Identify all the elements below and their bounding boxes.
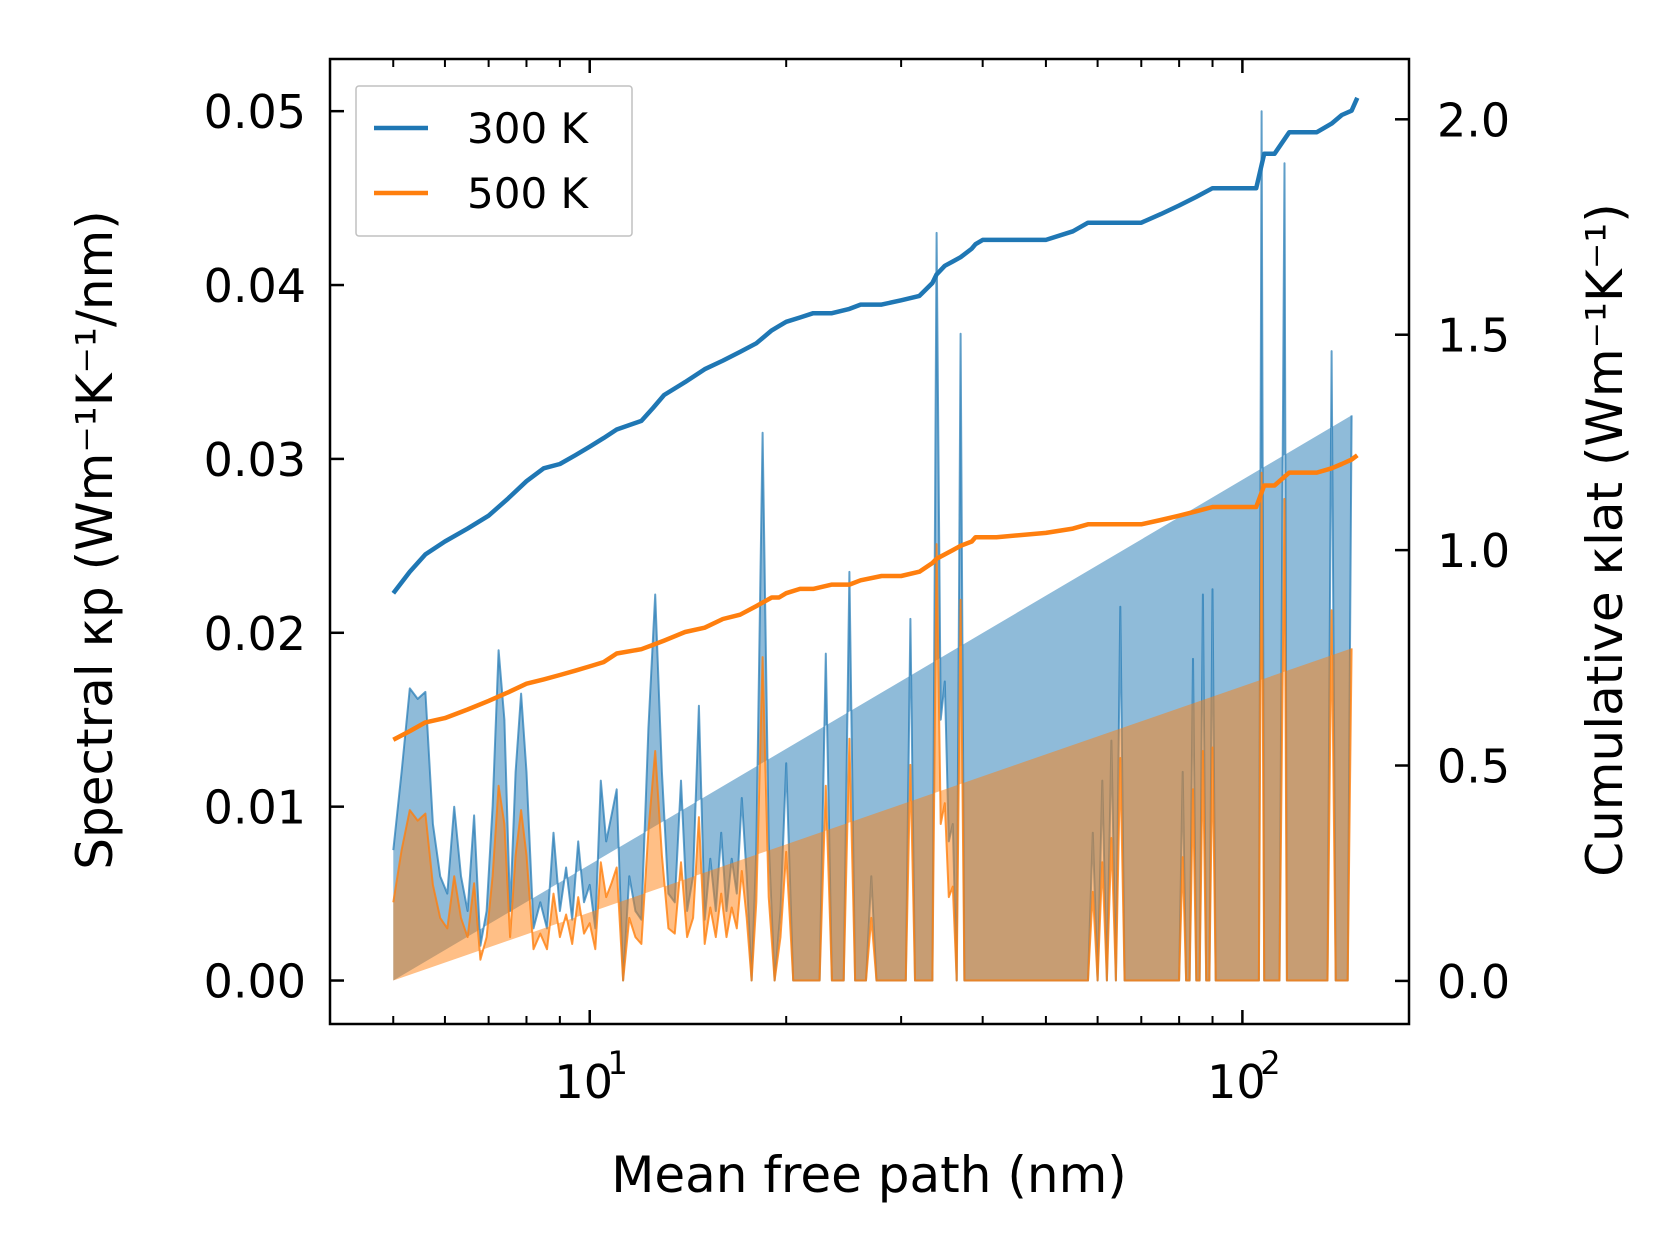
y-right-tick-label: 1.5 (1437, 309, 1510, 363)
cumulative-500k-line (392, 453, 1359, 742)
y-left-tick-label: 0.03 (204, 433, 306, 487)
axis-ticks: 0.00 0.01 0.02 0.03 0.04 0.05 0.0 0.5 1.0 1.5 2.0 1… (204, 59, 1510, 1109)
y-left-axis-label: Spectral κp (Wm⁻¹K⁻¹/nm) (66, 210, 124, 869)
y-left-tick-label: 0.00 (204, 955, 306, 1009)
y-right-tick-label: 1.0 (1437, 524, 1510, 578)
series-lines (391, 96, 1360, 742)
y-left-tick-label: 0.02 (204, 607, 306, 661)
y-right-tick-label: 2.0 (1437, 93, 1510, 147)
cumulative-300k-line (391, 96, 1360, 595)
x-tick-label: 10 (554, 1055, 613, 1109)
spectral-fills (392, 110, 1353, 982)
legend-label-500k: 500 K (467, 169, 590, 218)
x-axis-label: Mean free path (nm) (611, 1146, 1127, 1204)
y-right-tick-label: 0.5 (1437, 740, 1510, 794)
x-tick-label: 10 (1207, 1055, 1266, 1109)
y-left-tick-label: 0.01 (204, 781, 306, 835)
y-right-axis-label: Cumulative κlat (Wm⁻¹K⁻¹) (1576, 203, 1634, 877)
y-left-tick-label: 0.05 (204, 85, 306, 139)
x-tick-label-exponent: 2 (1260, 1044, 1280, 1082)
x-tick-label-exponent: 1 (608, 1044, 628, 1082)
y-right-tick-label: 0.0 (1437, 955, 1510, 1009)
plot-frame (328, 57, 1411, 1026)
y-left-tick-label: 0.04 (204, 259, 306, 313)
legend-label-300k: 300 K (467, 104, 590, 153)
spectral-500k-edge (392, 471, 1353, 982)
legend-frame (355, 85, 633, 237)
legend: 300 K 500 K (355, 85, 633, 237)
